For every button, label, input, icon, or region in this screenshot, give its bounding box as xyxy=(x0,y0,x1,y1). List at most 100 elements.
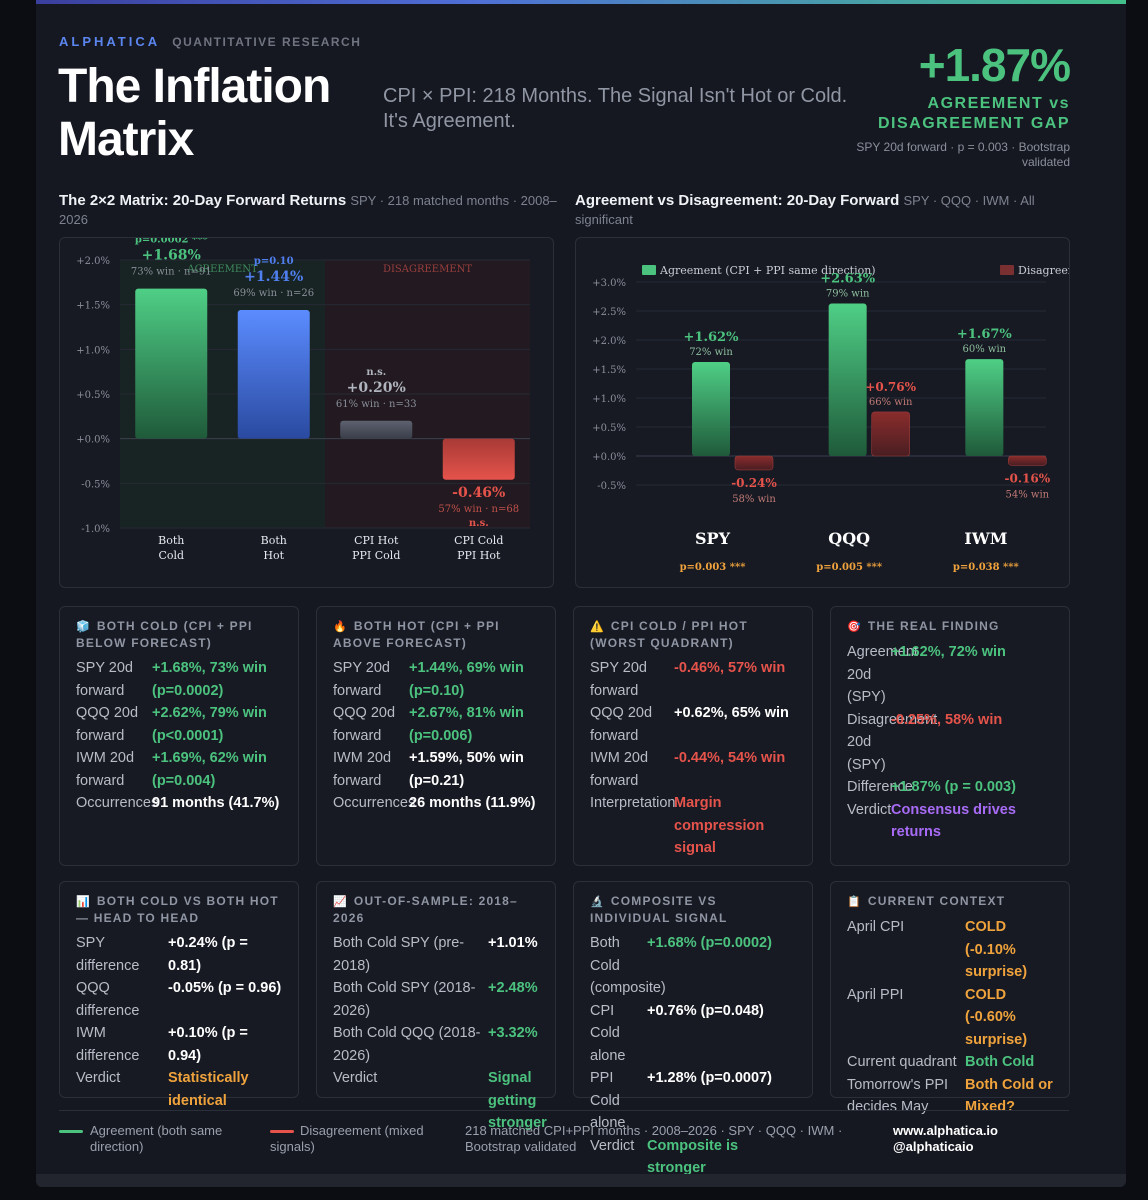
y-tick-label: -1.0% xyxy=(81,524,110,535)
row-value: Statistically identical xyxy=(168,1070,249,1109)
win-label: 69% win · n=26 xyxy=(233,288,314,299)
social-handle[interactable]: @alphaticaio xyxy=(893,1139,974,1154)
website-link[interactable]: www.alphatica.io xyxy=(893,1123,998,1138)
row-value: +1.01% xyxy=(488,935,538,951)
kpi-label: AGREEMENT vs DISAGREEMENT GAP xyxy=(810,94,1070,134)
x-tick-label: PPI Cold xyxy=(352,549,400,562)
row-label: Both Cold (composite) xyxy=(590,935,666,996)
card-row: Both Cold SPY (pre-2018) +1.01% xyxy=(333,932,539,977)
value-label: -0.46% xyxy=(452,485,505,501)
legend-disagreement-label: Disagreement (mixed signals) xyxy=(270,1123,424,1154)
row-label: Verdict xyxy=(333,1070,378,1086)
card-title: ⚠️ CPI COLD / PPI HOT (WORST QUADRANT) xyxy=(590,618,796,651)
card-row: Disagreement 20d (SPY) -0.25%, 58% win xyxy=(847,709,1053,777)
row-label: Interpretation xyxy=(590,795,676,811)
row-value: +1.68%, 73% win (p=0.0002) xyxy=(152,660,267,699)
card-title: 📋 CURRENT CONTEXT xyxy=(847,893,1053,910)
legend-agreement-swatch xyxy=(642,265,656,275)
legend-disagreement-swatch xyxy=(270,1130,294,1133)
row-label: Agreement 20d (SPY) xyxy=(847,644,918,705)
p-value-label: p=0.003 *** xyxy=(680,562,747,573)
row-label: QQQ difference xyxy=(76,980,140,1019)
row-label: Verdict xyxy=(590,1137,635,1154)
agreement-value-label: +1.67% xyxy=(957,327,1013,342)
card-row: QQQ 20d forward +2.67%, 81% win (p=0.006) xyxy=(333,702,539,747)
stat-card: 🧊 BOTH COLD (CPI + PPI BELOW FORECAST) SPY… xyxy=(59,606,299,866)
row-value: +1.59%, 50% win (p=0.21) xyxy=(409,750,524,789)
y-tick-label: +0.5% xyxy=(76,390,110,401)
row-value: +2.67%, 81% win (p=0.006) xyxy=(409,705,524,744)
row-value: +1.68% (p=0.0002) xyxy=(647,935,772,951)
card-row: Both Cold QQQ (2018-2026) +3.32% xyxy=(333,1022,539,1067)
row-value: -0.05% (p = 0.96) xyxy=(168,980,282,996)
disagreement-bar-QQQ xyxy=(871,411,910,457)
y-tick-label: +0.5% xyxy=(592,423,626,434)
card-title-text: COMPOSITE VS INDIVIDUAL SIGNAL xyxy=(590,894,728,925)
p-value-label: p=0.005 *** xyxy=(816,562,883,573)
row-value: Both Cold xyxy=(965,1054,1035,1070)
card-icon: 🔥 xyxy=(333,621,348,633)
row-value: 91 months (41.7%) xyxy=(152,795,280,811)
card-title-text: CURRENT CONTEXT xyxy=(867,894,1006,908)
x-tick-label: PPI Hot xyxy=(457,549,501,562)
page-title: The Inflation Matrix xyxy=(58,60,358,166)
card-row: April CPI COLD (-0.10% surprise) xyxy=(847,916,1053,984)
row-value: Signal getting stronger xyxy=(488,1070,547,1131)
row-value: +0.10% (p = 0.94) xyxy=(168,1025,248,1064)
bar-1 xyxy=(237,310,310,439)
disagreement-bar-IWM xyxy=(1008,455,1047,466)
row-value: +0.76% (p=0.048) xyxy=(647,1002,764,1019)
bar-2 xyxy=(340,420,413,439)
disagreement-value-label: -0.24% xyxy=(731,476,777,490)
row-value: Consensus drives returns xyxy=(891,801,1016,841)
card-icon: 🔬 xyxy=(590,896,605,908)
card-icon: ⚠️ xyxy=(590,621,605,633)
agreement-win-label: 60% win xyxy=(963,344,1007,355)
row-label: SPY difference xyxy=(76,935,140,974)
legend-agreement-swatch xyxy=(59,1130,83,1133)
stat-card: ⚠️ CPI COLD / PPI HOT (WORST QUADRANT) SPY… xyxy=(573,606,813,866)
y-tick-label: -0.5% xyxy=(597,481,626,492)
chart1-meta: SPY · 218 matched months · 2008–2026 xyxy=(59,193,557,227)
disagreement-value-label: -0.16% xyxy=(1005,471,1051,485)
row-label: IWM 20d forward xyxy=(333,750,392,789)
agreement-bar-IWM xyxy=(965,359,1004,456)
kpi-block: +1.87% AGREEMENT vs DISAGREEMENT GAP SPY… xyxy=(810,40,1071,170)
value-label: +1.44% xyxy=(244,269,303,285)
footer-links: www.alphatica.io @alphaticaio xyxy=(893,1123,1073,1155)
x-tick-label: CPI Hot xyxy=(354,534,399,547)
row-label: Both Cold SPY (pre-2018) xyxy=(333,935,465,974)
row-label: IWM 20d forward xyxy=(76,750,135,789)
kpi-note-line-2: validated xyxy=(1021,155,1070,169)
p-label: n.s. xyxy=(366,367,386,378)
row-value: Both Cold or Mixed? xyxy=(965,1076,1053,1116)
kpi-label-line-2: DISAGREEMENT GAP xyxy=(877,115,1070,132)
win-label: 73% win · n=91 xyxy=(131,267,212,278)
y-tick-label: +0.0% xyxy=(76,435,110,446)
row-value: +1.62%, 72% win xyxy=(891,644,1006,660)
card-row: SPY difference +0.24% (p = 0.81) xyxy=(76,932,282,977)
row-value: -0.25%, 58% win xyxy=(891,711,1003,728)
row-value: +0.62%, 65% win xyxy=(674,705,789,721)
row-value: Composite is stronger xyxy=(647,1137,739,1177)
disagreement-bar-SPY xyxy=(734,455,774,471)
disagreement-win-label: 58% win xyxy=(732,494,776,505)
chart2-title: Agreement vs Disagreement: 20-Day Forwar… xyxy=(575,192,900,209)
category-label: SPY xyxy=(695,529,731,548)
bar-3 xyxy=(442,438,515,480)
row-label: April PPI xyxy=(847,986,904,1003)
infographic-frame: ALPHATICA QUANTITATIVE RESEARCH The Infl… xyxy=(36,0,1126,1187)
card-row: QQQ 20d forward +0.62%, 65% win xyxy=(590,702,796,747)
y-tick-label: +2.0% xyxy=(592,336,626,347)
card-row: IWM 20d forward +1.59%, 50% win (p=0.21) xyxy=(333,747,539,792)
card-row: QQQ 20d forward +2.62%, 79% win (p<0.0001… xyxy=(76,702,282,747)
card-title-text: OUT-OF-SAMPLE: 2018–2026 xyxy=(333,894,518,925)
agreement-value-label: +1.62% xyxy=(684,330,740,345)
disagreement-win-label: 54% win xyxy=(1006,489,1050,500)
row-label: SPY 20d forward xyxy=(590,660,647,699)
value-label: +0.20% xyxy=(347,380,406,396)
footer-info: 218 matched CPI+PPI months · 2008–2026 ·… xyxy=(465,1123,843,1154)
footer: Agreement (both same direction) Disagree… xyxy=(59,1110,1069,1170)
category-label: QQQ xyxy=(828,529,870,548)
card-icon: 📊 xyxy=(76,896,91,908)
